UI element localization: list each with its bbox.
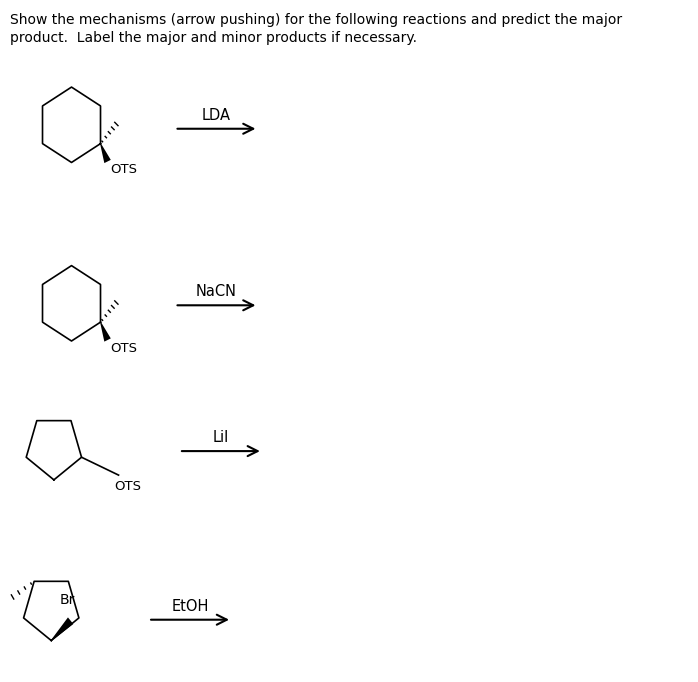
Polygon shape — [100, 322, 111, 342]
Polygon shape — [100, 143, 111, 163]
Text: OTS: OTS — [110, 342, 138, 355]
Text: LiI: LiI — [213, 430, 229, 445]
Text: OTS: OTS — [114, 480, 141, 493]
Polygon shape — [51, 617, 73, 641]
Text: LDA: LDA — [202, 108, 231, 123]
Text: EtOH: EtOH — [171, 599, 209, 614]
Text: Show the mechanisms (arrow pushing) for the following reactions and predict the : Show the mechanisms (arrow pushing) for … — [10, 13, 622, 45]
Text: OTS: OTS — [110, 164, 138, 177]
Text: Br: Br — [60, 593, 75, 607]
Text: NaCN: NaCN — [196, 284, 237, 299]
